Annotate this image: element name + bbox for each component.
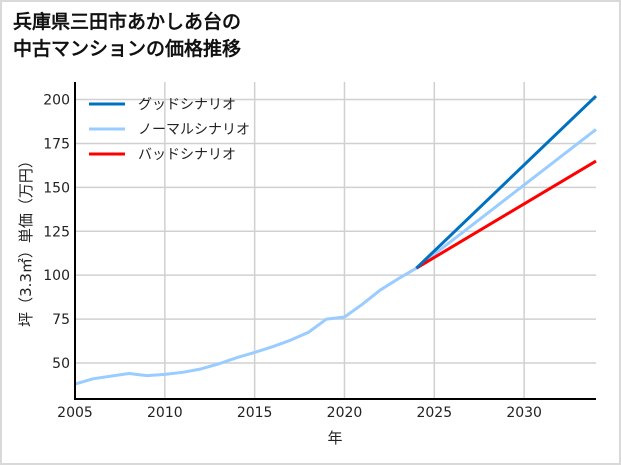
series-line [415,159,597,270]
y-tick-label: 175 [43,136,70,152]
y-tick-label: 100 [43,268,70,284]
x-tick-label: 2005 [57,405,93,421]
y-tick-label: 200 [43,93,70,109]
x-tick-label: 2015 [237,405,273,421]
legend-label: ノーマルシナリオ [138,122,250,138]
y-tick-label: 150 [43,180,70,196]
x-axis-label: 年 [327,429,342,447]
y-tick-label: 125 [43,224,70,240]
series-line [74,128,597,386]
y-tick-label: 50 [52,356,70,372]
x-tick-label: 2020 [327,405,363,421]
y-axis-label: 坪（3.3㎡）単価（万円） [17,153,35,327]
chart-title: 兵庫県三田市あかしあ台の 中古マンションの価格推移 [13,9,241,63]
series-line [415,94,598,270]
x-tick-label: 2010 [147,405,183,421]
title-line-2: 中古マンションの価格推移 [13,38,242,60]
legend-label: グッドシナリオ [138,97,236,113]
x-tick-label: 2025 [416,405,452,421]
title-line-1: 兵庫県三田市あかしあ台の [13,11,242,33]
x-tick-label: 2030 [506,405,542,421]
legend-label: バッドシナリオ [138,147,236,163]
y-tick-label: 75 [52,312,70,328]
